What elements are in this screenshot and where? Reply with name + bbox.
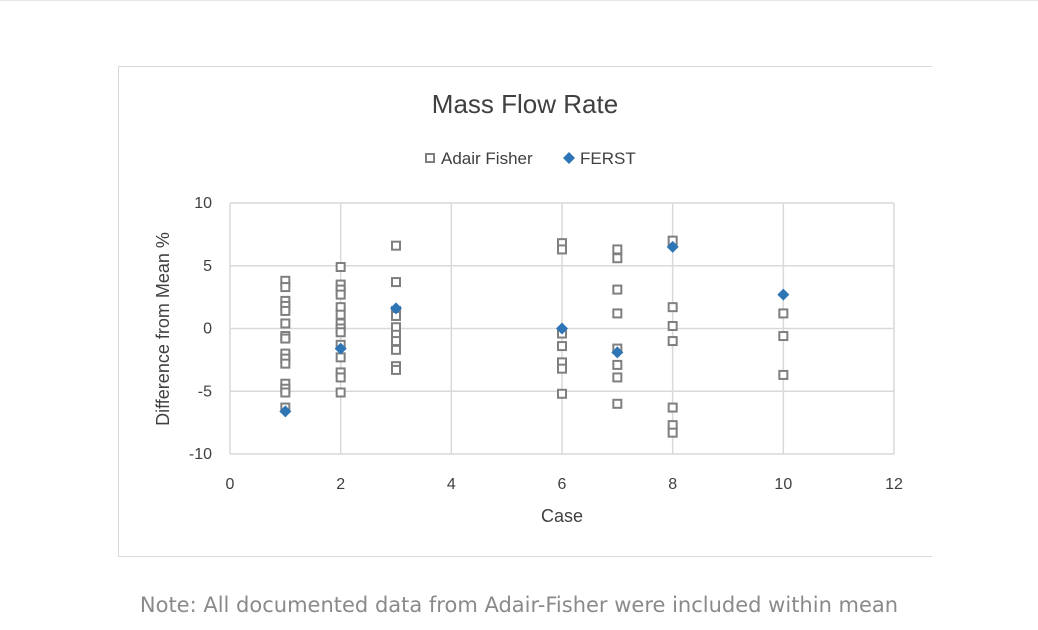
adair-fisher-point — [557, 244, 567, 255]
adair-fisher-point — [557, 388, 567, 399]
adair-fisher-point — [612, 359, 623, 370]
adair-fisher-point — [280, 305, 291, 316]
axis-ticks: -10 -5 0 5 10 0 2 4 6 8 10 12 — [189, 195, 903, 493]
x-tick-label: 12 — [885, 476, 903, 493]
adair-fisher-point — [335, 372, 346, 383]
adair-fisher-point — [391, 277, 401, 288]
adair-fisher-point — [612, 308, 623, 319]
x-tick-label: 10 — [774, 476, 792, 493]
x-axis-title: Case — [541, 506, 583, 526]
adair-fisher-point — [391, 344, 401, 355]
adair-fisher-point — [391, 336, 401, 347]
adair-fisher-point — [280, 387, 291, 398]
x-tick-label: 2 — [336, 476, 345, 493]
y-tick-label: 10 — [194, 195, 212, 212]
adair-fisher-point — [335, 289, 346, 300]
adair-fisher-point — [778, 369, 789, 380]
legend-adair-fisher-marker — [425, 153, 435, 163]
chart-container: Mass Flow Rate Adair Fisher FERST -10 -5 0 5… — [118, 66, 932, 557]
adair-fisher-point — [667, 336, 678, 347]
adair-fisher-point — [667, 302, 678, 313]
y-axis-title: Difference from Mean % — [153, 232, 173, 426]
adair-fisher-point — [335, 327, 346, 338]
y-tick-label: -10 — [189, 446, 212, 463]
adair-fisher-point — [612, 244, 623, 255]
y-tick-label: 5 — [203, 258, 212, 275]
x-tick-label: 0 — [226, 476, 235, 493]
adair-fisher-point — [557, 341, 567, 352]
ferst-point — [666, 240, 679, 253]
top-divider — [0, 0, 1038, 1]
legend-adair-fisher-label: Adair Fisher — [441, 149, 533, 168]
ferst-point — [556, 322, 568, 335]
x-tick-label: 6 — [558, 476, 567, 493]
legend-ferst-label: FERST — [580, 149, 636, 168]
adair-fisher-point — [667, 320, 678, 331]
x-tick-label: 8 — [668, 476, 677, 493]
adair-fisher-point — [612, 253, 623, 264]
ferst-point — [334, 342, 347, 355]
adair-fisher-point — [335, 262, 346, 273]
ferst-point — [390, 302, 402, 315]
ferst-point — [777, 288, 790, 301]
adair-fisher-point — [778, 331, 789, 342]
chart-title: Mass Flow Rate — [432, 89, 618, 119]
x-tick-label: 4 — [447, 476, 456, 493]
data-points — [279, 235, 790, 438]
adair-fisher-point — [557, 363, 567, 374]
y-tick-label: -5 — [198, 383, 212, 400]
adair-fisher-point — [612, 398, 623, 409]
adair-fisher-point — [667, 427, 678, 438]
adair-fisher-point — [612, 372, 623, 383]
adair-fisher-point — [280, 282, 291, 293]
adair-fisher-point — [391, 240, 401, 251]
legend-ferst-marker — [563, 152, 575, 164]
adair-fisher-point — [335, 387, 346, 398]
adair-fisher-point — [280, 333, 291, 344]
adair-fisher-point — [612, 284, 623, 295]
ferst-point — [611, 346, 624, 359]
adair-fisher-point — [280, 358, 291, 369]
adair-fisher-point — [391, 364, 401, 375]
ferst-point — [279, 405, 292, 418]
chart-legend: Adair Fisher FERST — [425, 149, 636, 168]
scatter-chart: Mass Flow Rate Adair Fisher FERST -10 -5 0 5… — [153, 89, 903, 526]
y-tick-label: 0 — [203, 321, 212, 338]
adair-fisher-point — [667, 402, 678, 413]
adair-fisher-point — [778, 308, 789, 319]
adair-fisher-point — [335, 309, 346, 320]
adair-fisher-point — [280, 318, 291, 329]
chart-note: Note: All documented data from Adair-Fis… — [139, 593, 899, 617]
